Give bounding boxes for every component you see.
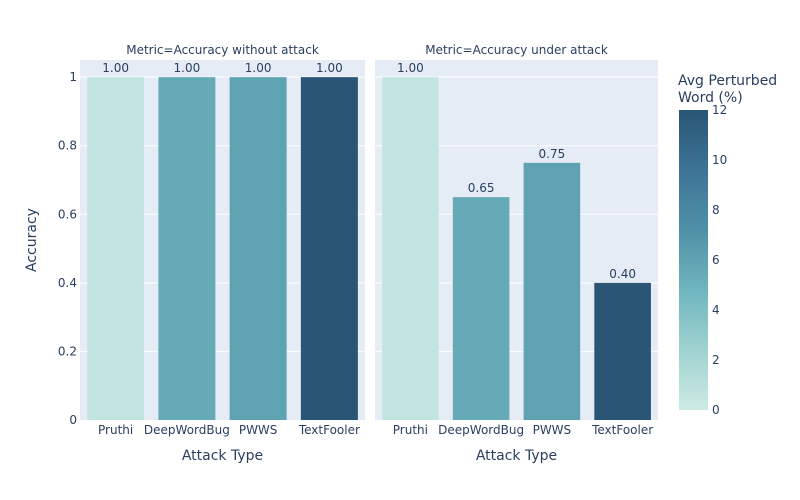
y-tick-label: 0.2 — [58, 344, 77, 358]
bar — [300, 77, 358, 421]
colorbar-tick-label: 6 — [712, 253, 720, 267]
bar — [382, 77, 439, 421]
colorbar-tick-label: 10 — [712, 153, 727, 167]
x-tick-label: DeepWordBug — [438, 423, 524, 437]
colorbar-tick-label: 8 — [712, 203, 720, 217]
bar-value-label: 1.00 — [102, 61, 129, 75]
colorbar-title-line-2: Word (%) — [678, 90, 743, 106]
panel-title-right: Metric=Accuracy under attack — [425, 43, 608, 57]
x-tick-label: Pruthi — [98, 423, 133, 437]
colorbar — [679, 110, 708, 410]
bar-value-label: 0.75 — [539, 147, 566, 161]
x-axis-label-left: Attack Type — [182, 448, 263, 464]
x-tick-label: Pruthi — [393, 423, 428, 437]
bar-value-label: 1.00 — [245, 61, 272, 75]
colorbar-tick-label: 12 — [712, 103, 727, 117]
colorbar-tick-label: 2 — [712, 353, 720, 367]
x-tick-label: DeepWordBug — [144, 423, 230, 437]
y-tick-label: 0.4 — [58, 276, 77, 290]
panel-title-left: Metric=Accuracy without attack — [126, 43, 319, 57]
bar — [452, 197, 510, 420]
bar — [158, 77, 216, 421]
colorbar-tick-label: 4 — [712, 303, 720, 317]
x-tick-label: PWWS — [239, 423, 278, 437]
x-tick-label: TextFooler — [298, 423, 360, 437]
bar — [87, 77, 145, 421]
y-tick-label: 0.6 — [58, 207, 77, 221]
bar-value-label: 0.65 — [468, 181, 495, 195]
bar — [523, 162, 581, 420]
y-tick-label: 0 — [69, 413, 77, 427]
x-tick-label: TextFooler — [591, 423, 653, 437]
y-tick-label: 0.8 — [58, 139, 77, 153]
bar — [229, 77, 287, 421]
bar-value-label: 1.00 — [397, 61, 424, 75]
bar-value-label: 1.00 — [316, 61, 343, 75]
colorbar-tick-label: 0 — [712, 403, 720, 417]
x-tick-label: PWWS — [533, 423, 572, 437]
y-axis-label: Accuracy — [24, 208, 40, 272]
x-axis-label-right: Attack Type — [476, 448, 557, 464]
bar — [594, 282, 651, 420]
bar-value-label: 0.40 — [609, 267, 636, 281]
colorbar-title-line-1: Avg Perturbed — [678, 73, 777, 89]
y-tick-label: 1 — [69, 70, 77, 84]
bar-value-label: 1.00 — [174, 61, 201, 75]
